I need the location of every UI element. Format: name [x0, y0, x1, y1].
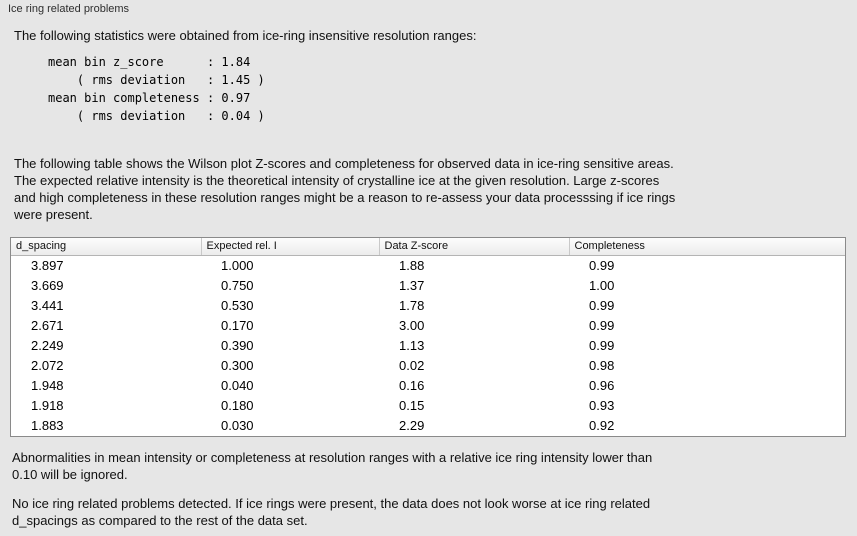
- table-cell: 2.072: [31, 358, 64, 373]
- table-cell: 1.918: [31, 398, 64, 413]
- stats-summary-text: mean bin z_score : 1.84 ( rms deviation …: [48, 55, 265, 123]
- table-cell: 3.897: [31, 258, 64, 273]
- table-cell: 0.92: [589, 418, 615, 433]
- table-row[interactable]: 1.883 0.030 2.29 0.92: [11, 416, 845, 436]
- table-cell: 0.16: [399, 378, 425, 393]
- table-header-row: d_spacing Expected rel. I Data Z-score C…: [11, 238, 845, 256]
- table-cell: 0.02: [399, 358, 425, 373]
- table-cell: 0.750: [221, 278, 254, 293]
- table-cell: 0.170: [221, 318, 254, 333]
- column-header-expected-rel-i[interactable]: Expected rel. I: [201, 238, 380, 256]
- ignore-note-text: Abnormalities in mean intensity or compl…: [12, 450, 653, 482]
- table-cell: 0.99: [589, 318, 615, 333]
- table-row[interactable]: 3.441 0.530 1.78 0.99: [11, 296, 845, 316]
- table-cell: 0.180: [221, 398, 254, 413]
- table-cell: 0.99: [589, 338, 615, 353]
- conclusion-text: No ice ring related problems detected. I…: [12, 496, 651, 528]
- panel-title: Ice ring related problems: [8, 3, 130, 15]
- table-cell: 1.13: [399, 338, 425, 353]
- table-body: 3.897 1.000 1.88 0.99 3.669 0.750 1.37 1.00 3.44…: [11, 256, 845, 437]
- description-text: The following table shows the Wilson plo…: [14, 156, 676, 222]
- table-cell: 0.390: [221, 338, 254, 353]
- table-cell: 1.37: [399, 278, 425, 293]
- table-cell: 0.300: [221, 358, 254, 373]
- table-cell: 3.00: [399, 318, 425, 333]
- ice-ring-table: d_spacing Expected rel. I Data Z-score C…: [10, 237, 846, 437]
- table-cell: 1.883: [31, 418, 64, 433]
- table-cell: 1.78: [399, 298, 425, 313]
- table-cell: 2.671: [31, 318, 64, 333]
- table-cell: 0.99: [589, 258, 615, 273]
- table-cell: 0.99: [589, 298, 615, 313]
- table-cell: 1.00: [589, 278, 615, 293]
- table-cell: 0.040: [221, 378, 254, 393]
- table-cell: 2.29: [399, 418, 425, 433]
- intro-text: The following statistics were obtained f…: [14, 28, 477, 43]
- table-cell: 2.249: [31, 338, 64, 353]
- table-cell: 1.948: [31, 378, 64, 393]
- table-cell: 3.669: [31, 278, 64, 293]
- table-cell: 0.98: [589, 358, 615, 373]
- table-row[interactable]: 1.918 0.180 0.15 0.93: [11, 396, 845, 416]
- column-header-d-spacing[interactable]: d_spacing: [11, 238, 202, 256]
- table-cell: 1.88: [399, 258, 425, 273]
- table-cell: 3.441: [31, 298, 64, 313]
- table-cell: 1.000: [221, 258, 254, 273]
- column-header-completeness[interactable]: Completeness: [569, 238, 845, 256]
- column-header-data-z-score[interactable]: Data Z-score: [379, 238, 570, 256]
- table-row[interactable]: 3.669 0.750 1.37 1.00: [11, 276, 845, 296]
- table-cell: 0.15: [399, 398, 425, 413]
- table-cell: 0.030: [221, 418, 254, 433]
- table-cell: 0.530: [221, 298, 254, 313]
- table-cell: 0.96: [589, 378, 615, 393]
- table-row[interactable]: 2.072 0.300 0.02 0.98: [11, 356, 845, 376]
- table-row[interactable]: 2.671 0.170 3.00 0.99: [11, 316, 845, 336]
- table-row[interactable]: 3.897 1.000 1.88 0.99: [11, 256, 845, 277]
- ice-ring-table-grid: d_spacing Expected rel. I Data Z-score C…: [11, 238, 845, 436]
- table-row[interactable]: 1.948 0.040 0.16 0.96: [11, 376, 845, 396]
- table-row[interactable]: 2.249 0.390 1.13 0.99: [11, 336, 845, 356]
- table-cell: 0.93: [589, 398, 615, 413]
